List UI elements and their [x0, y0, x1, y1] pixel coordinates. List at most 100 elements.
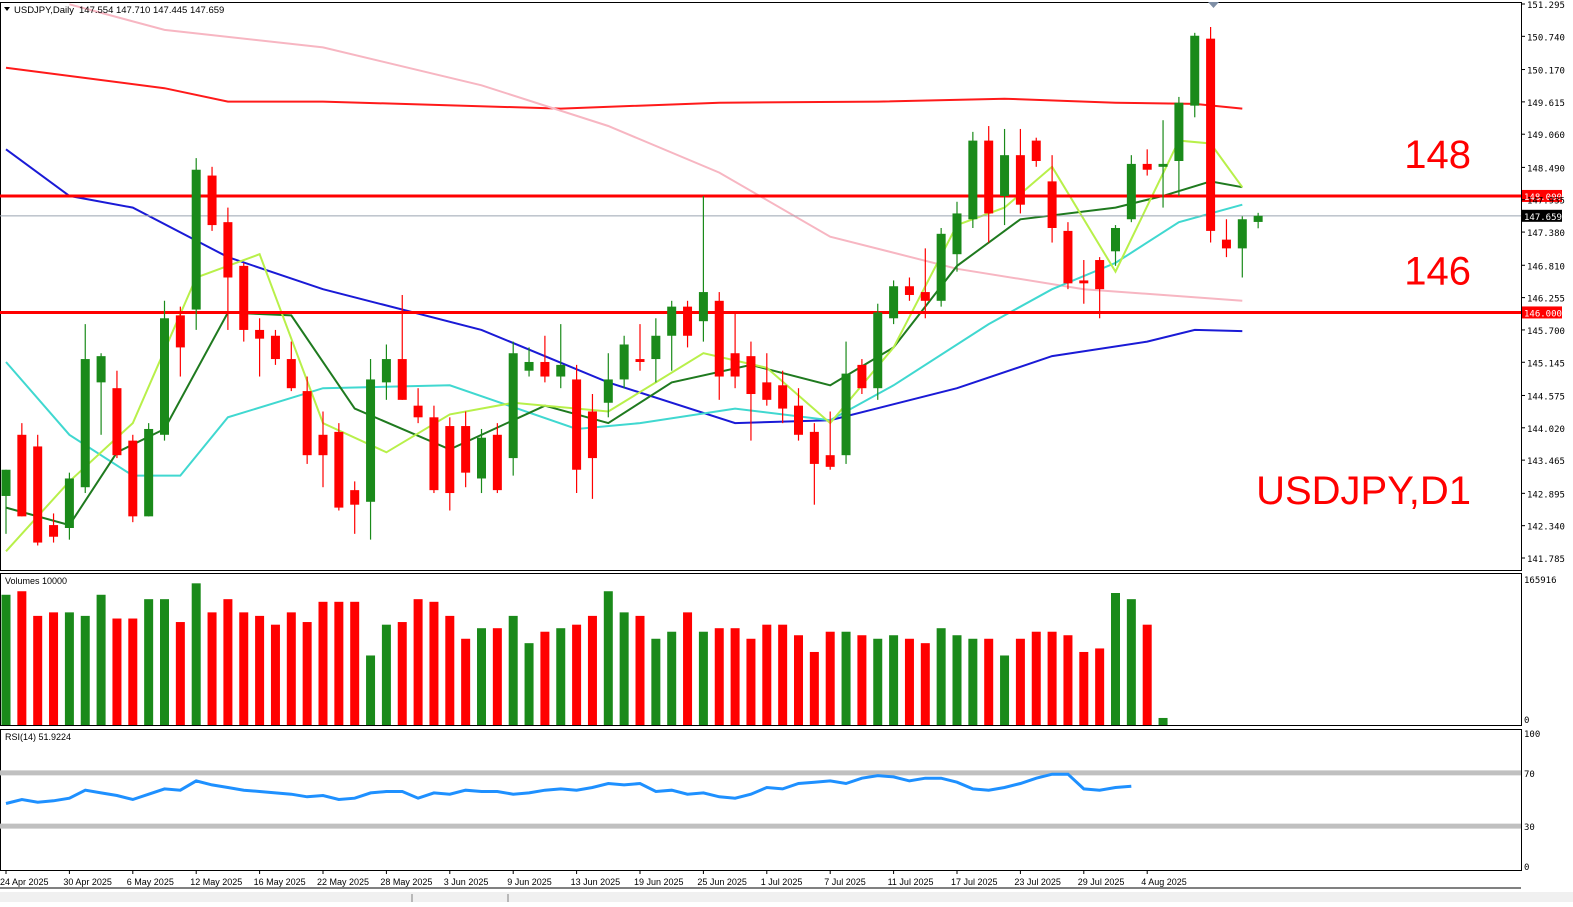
candle-body — [1, 469, 11, 496]
volume-bar — [334, 601, 344, 725]
candle-body — [1174, 102, 1184, 161]
candle-body — [1142, 163, 1152, 170]
volume-bar — [96, 594, 106, 725]
candle-body — [762, 382, 772, 400]
level-tag-box — [1522, 306, 1562, 319]
x-tick-label: 1 Jul 2025 — [761, 877, 803, 887]
candle-body — [1063, 230, 1073, 284]
volume-bar — [207, 612, 217, 725]
x-tick-label: 4 Aug 2025 — [1141, 877, 1187, 887]
candle-body — [1206, 38, 1216, 231]
candle-body — [366, 379, 376, 502]
candle — [477, 428, 486, 494]
candle — [334, 423, 344, 511]
candle — [841, 341, 851, 464]
volume-bar — [651, 638, 661, 725]
candle-body — [112, 388, 122, 456]
volume-bar — [936, 628, 946, 725]
current-price-tag-text: 147.659 — [1524, 213, 1562, 223]
candle-body — [1047, 181, 1057, 228]
candle — [17, 423, 27, 517]
candle — [1, 469, 11, 534]
y-tick-label: 146.810 — [1527, 262, 1565, 272]
x-tick-label: 22 May 2025 — [317, 877, 369, 887]
volume-bar — [350, 601, 360, 725]
candle — [1063, 222, 1073, 290]
candle-body — [302, 391, 312, 456]
candle — [556, 324, 566, 389]
candle — [366, 359, 376, 540]
candle — [207, 166, 217, 231]
volume-bar — [397, 622, 407, 725]
rsi-line — [5, 772, 1132, 805]
candle — [1158, 120, 1168, 208]
candle — [920, 248, 930, 319]
volume-group — [1, 583, 1168, 725]
volume-bar — [223, 599, 233, 725]
volume-bar — [1142, 624, 1152, 725]
volume-bar — [508, 615, 518, 725]
candle-body — [540, 361, 550, 377]
volume-bar — [698, 631, 708, 725]
y-tick-label: 145.145 — [1527, 359, 1565, 369]
level-big-label-146: 146 — [1404, 249, 1471, 293]
volume-bar — [889, 635, 899, 725]
y-tick-label: 144.575 — [1527, 392, 1565, 402]
candle — [1079, 260, 1089, 304]
y-tick-label: 145.700 — [1527, 327, 1565, 337]
candle — [1095, 257, 1105, 319]
candle-body — [1190, 35, 1200, 106]
x-tick-label: 6 May 2025 — [127, 877, 174, 887]
candle-body — [572, 379, 582, 470]
volume-bar — [286, 612, 296, 725]
candle-body — [635, 359, 645, 362]
y-tick-label: 142.895 — [1527, 490, 1565, 500]
rsi-y-label: 30 — [1524, 823, 1535, 833]
candle — [191, 158, 201, 330]
dropdown-triangle-icon[interactable] — [4, 7, 10, 11]
chart-header: USDJPY,Daily 147.554 147.710 147.445 147.… — [14, 5, 224, 16]
candle-body — [904, 286, 914, 295]
volume-bar — [746, 638, 756, 725]
volume-bar — [239, 612, 249, 725]
volume-bar — [603, 591, 613, 725]
volume-bar — [381, 624, 391, 725]
x-tick-label: 3 Jun 2025 — [444, 877, 489, 887]
candle-body — [334, 431, 344, 508]
x-tick-label: 11 Jul 2025 — [888, 877, 934, 887]
candle — [1015, 128, 1025, 214]
candle — [96, 353, 106, 435]
y-tick-label: 149.615 — [1527, 99, 1565, 109]
volume-bar — [255, 615, 265, 725]
candle — [1000, 128, 1010, 226]
candle — [524, 347, 534, 377]
volume-bar — [429, 601, 439, 725]
candle-body — [191, 169, 201, 310]
volume-bar — [619, 612, 629, 725]
volume-bar — [904, 638, 914, 725]
candle — [112, 370, 122, 459]
volume-bar — [1, 594, 11, 725]
volume-bar — [984, 638, 994, 725]
candle — [49, 513, 59, 543]
candle — [968, 131, 978, 228]
candle-body — [603, 379, 613, 403]
x-tick-label: 30 Apr 2025 — [63, 877, 112, 887]
candle — [318, 411, 328, 488]
candle — [286, 341, 296, 392]
candle-body — [160, 318, 169, 435]
candle — [381, 344, 391, 400]
candle-body — [1079, 280, 1089, 284]
candle-body — [984, 140, 994, 214]
candle-body — [445, 426, 455, 494]
candle — [540, 335, 550, 383]
x-tick-label: 13 Jun 2025 — [571, 877, 621, 887]
candle-body — [794, 405, 803, 435]
x-tick-label: 12 May 2025 — [190, 877, 242, 887]
candle-body — [746, 356, 756, 395]
volume-bar — [1063, 635, 1073, 725]
shift-marker-icon[interactable] — [1208, 2, 1219, 8]
bottom-scroll-strip[interactable] — [0, 892, 1573, 902]
volume-bar — [492, 628, 502, 725]
x-tick-label: 9 Jun 2025 — [507, 877, 552, 887]
